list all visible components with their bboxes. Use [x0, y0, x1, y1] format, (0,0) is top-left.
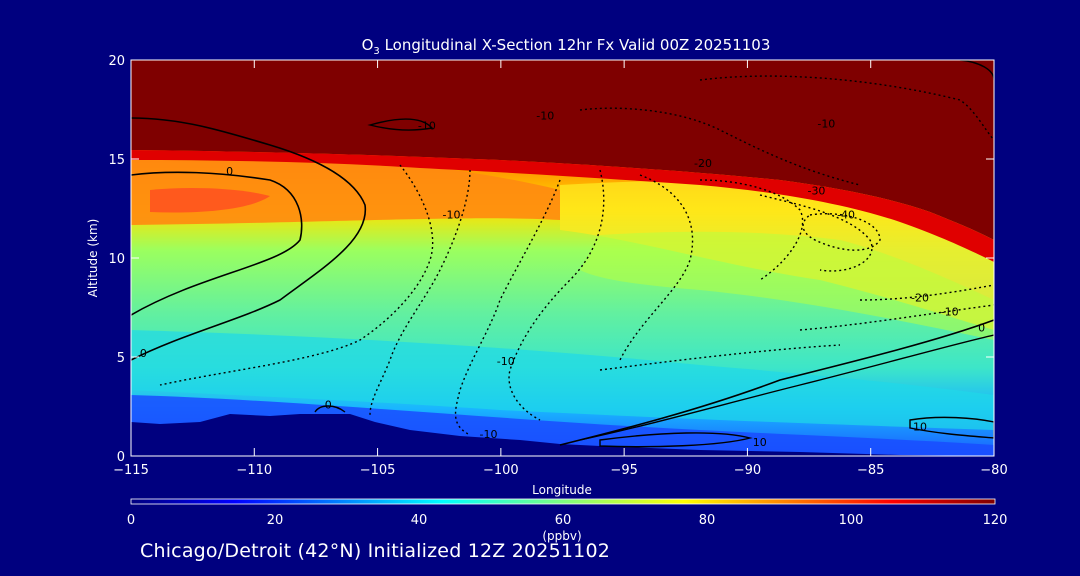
x-tick-label: −85: [857, 463, 884, 478]
chart-title: O3 Longitudinal X-Section 12hr Fx Valid …: [362, 36, 771, 57]
title-subscript: 3: [373, 46, 379, 57]
contour-label: -30: [807, 185, 825, 198]
contour-label: 0: [226, 165, 233, 178]
contour-ten-east: [559, 319, 994, 446]
contour-label: 10: [913, 420, 927, 433]
y-tick-label: 5: [117, 351, 125, 366]
colorbar-tick-label: 120: [983, 513, 1008, 528]
contour-zero-west: [131, 171, 303, 316]
contour-zero-outer: [131, 117, 366, 361]
contour-bump: [314, 405, 346, 413]
x-tick-label: −105: [360, 463, 396, 478]
contour-label: 0: [978, 321, 985, 334]
contour-label: -10: [941, 305, 959, 318]
title-o: O: [362, 36, 374, 54]
y-axis-label: Altitude (km): [86, 219, 100, 298]
negative-contours: [159, 75, 994, 436]
colorbar-ticks: 0 20 40 60 80 100 120: [127, 513, 1008, 528]
contour-label: 0: [325, 398, 332, 411]
plot-area: 0 0 0 -10 -10 -10 -10 -10 -10 -20 -30 -40 -20 -10 0 10 1…: [131, 60, 1007, 456]
x-tick-label: −95: [610, 463, 637, 478]
red-orange-core: [150, 188, 270, 213]
contour-labels: 0 0 0 -10 -10 -10 -10 -10 -10 -20 -30 -40 -20 -10 0 10 1…: [140, 109, 1007, 449]
contour-label: -10: [418, 119, 436, 132]
contour-label: -40: [837, 208, 855, 221]
run-caption: Chicago/Detroit (42°N) Initialized 12Z 2…: [140, 540, 611, 562]
y-tick-label: 20: [108, 54, 125, 69]
y-tick-label: 0: [117, 450, 125, 465]
colorbar-tick-label: 40: [411, 513, 428, 528]
contour-label: 0: [1000, 111, 1007, 124]
y-axis: 0 5 10 15 20: [108, 54, 994, 465]
terrain: [131, 414, 994, 456]
x-tick-label: −115: [113, 463, 149, 478]
cyan-band: [131, 330, 994, 430]
x-tick-label: −90: [734, 463, 761, 478]
x-tick-label: −80: [980, 463, 1007, 478]
colorbar: [130, 498, 996, 505]
x-tick-label: −110: [236, 463, 272, 478]
colorbar-tick-label: 80: [699, 513, 716, 528]
contour-label: -10: [480, 428, 498, 441]
contour-label: 10: [753, 436, 767, 449]
contour-label: 0: [140, 347, 147, 360]
stratosphere-field: [131, 60, 994, 240]
green-tongue: [580, 231, 994, 340]
contour-label: -10: [817, 117, 835, 130]
x-axis-label: Longitude: [532, 483, 592, 497]
contour-label: -10: [497, 355, 515, 368]
stratosphere-transition: [131, 150, 994, 262]
x-axis: −115 −110 −105 −100 −95 −90 −85 −80: [113, 60, 1008, 478]
title-rest: Longitudinal X-Section 12hr Fx Valid 00Z…: [380, 36, 771, 54]
colorbar-tick-label: 0: [127, 513, 135, 528]
colorbar-tick-label: 100: [839, 513, 864, 528]
contour-strat-top: [367, 118, 434, 131]
contour-label: -10: [443, 208, 461, 221]
contour-label: -20: [694, 157, 712, 170]
y-tick-label: 10: [108, 252, 125, 267]
colorbar-tick-label: 60: [555, 513, 572, 528]
y-tick-label: 15: [108, 153, 125, 168]
x-tick-label: −100: [483, 463, 519, 478]
colorbar-label: (ppbv): [542, 529, 581, 543]
contour-east-2: [579, 334, 994, 441]
contour-label: -20: [911, 292, 929, 305]
contour-label: -10: [536, 109, 554, 122]
colorbar-tick-label: 20: [267, 513, 284, 528]
contour-surface-east: [909, 416, 994, 439]
contour-low-east: [599, 432, 753, 448]
